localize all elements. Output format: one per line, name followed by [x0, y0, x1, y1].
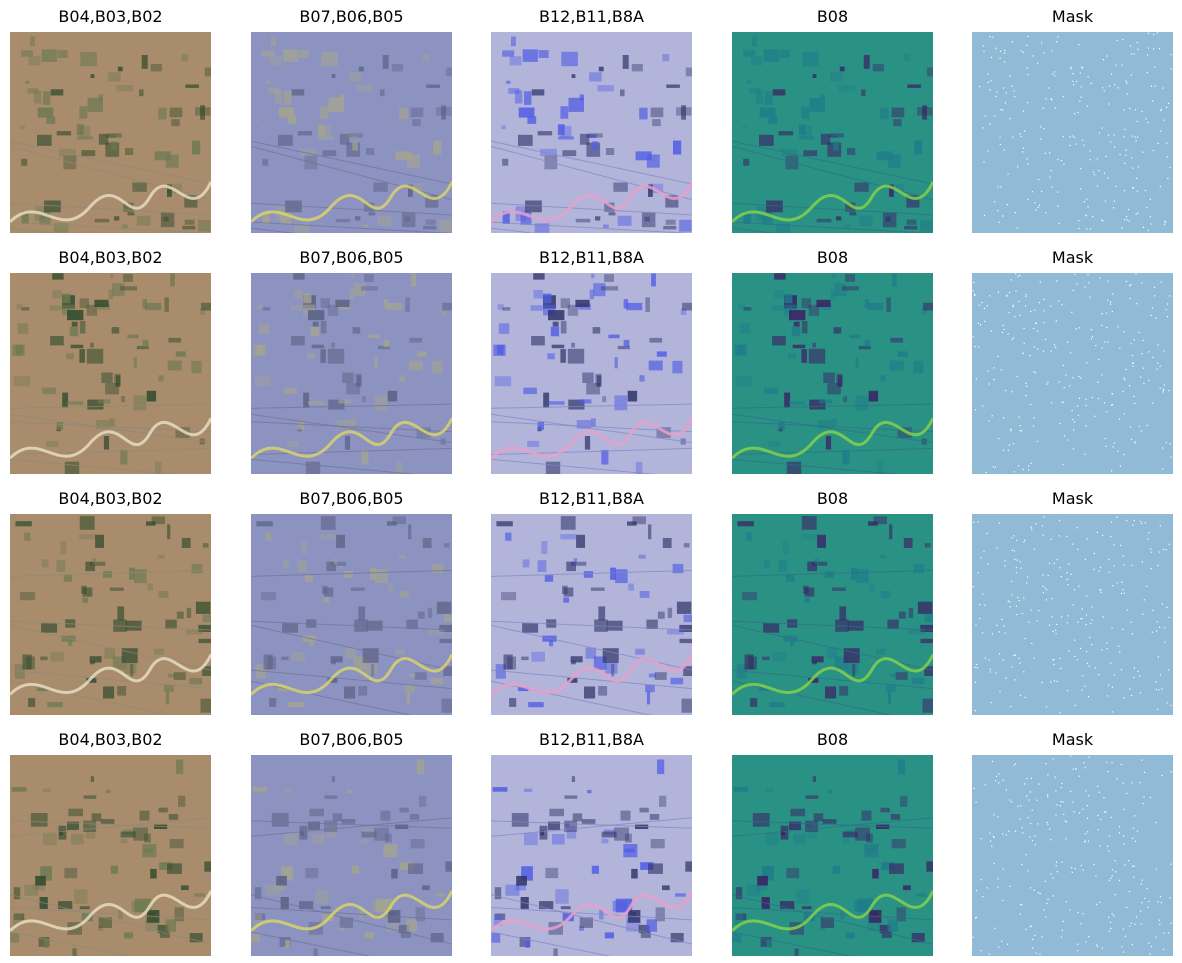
satellite-image-panel: [732, 755, 933, 956]
satellite-image-panel: [10, 514, 211, 715]
panel-title: Mask: [1051, 7, 1094, 26]
satellite-image: [491, 755, 692, 956]
panel-title: B12,B11,B8A: [539, 730, 644, 749]
satellite-image: [732, 514, 933, 715]
panel-title: Mask: [1051, 730, 1094, 749]
panel-title: B04,B03,B02: [58, 489, 163, 508]
panel-title: B08: [816, 248, 849, 267]
satellite-image-panel: [732, 514, 933, 715]
satellite-image-panel: [972, 273, 1173, 474]
satellite-image-panel: [10, 755, 211, 956]
panel-title: B12,B11,B8A: [539, 248, 644, 267]
satellite-image-panel: [10, 273, 211, 474]
satellite-image: [10, 514, 211, 715]
satellite-image: [491, 273, 692, 474]
satellite-image-panel: [491, 755, 692, 956]
panel-title: B04,B03,B02: [58, 248, 163, 267]
satellite-image: [972, 273, 1173, 474]
satellite-image: [491, 514, 692, 715]
satellite-image-panel: [251, 514, 452, 715]
panel-title: B04,B03,B02: [58, 730, 163, 749]
panel-title: B07,B06,B05: [299, 248, 404, 267]
satellite-image-panel: [972, 32, 1173, 233]
satellite-image-panel: [732, 32, 933, 233]
panel-title: Mask: [1051, 248, 1094, 267]
satellite-image-panel: [972, 514, 1173, 715]
satellite-image-panel: [10, 32, 211, 233]
satellite-image: [10, 32, 211, 233]
satellite-image: [251, 273, 452, 474]
satellite-image: [972, 514, 1173, 715]
satellite-image: [251, 514, 452, 715]
panel-title: B08: [816, 489, 849, 508]
satellite-image-panel: [972, 755, 1173, 956]
satellite-image-panel: [251, 273, 452, 474]
panel-title: B07,B06,B05: [299, 489, 404, 508]
satellite-image: [251, 32, 452, 233]
satellite-image-panel: [251, 32, 452, 233]
satellite-image-panel: [491, 32, 692, 233]
satellite-image: [10, 755, 211, 956]
satellite-image: [732, 755, 933, 956]
satellite-image: [251, 755, 452, 956]
satellite-image-panel: [491, 273, 692, 474]
panel-title: B07,B06,B05: [299, 730, 404, 749]
panel-title: B12,B11,B8A: [539, 7, 644, 26]
satellite-image: [10, 273, 211, 474]
satellite-image: [732, 273, 933, 474]
panel-title: B07,B06,B05: [299, 7, 404, 26]
satellite-image: [732, 32, 933, 233]
satellite-image: [491, 32, 692, 233]
satellite-image-panel: [732, 273, 933, 474]
panel-title: B08: [816, 730, 849, 749]
satellite-image-panel: [251, 755, 452, 956]
panel-title: B12,B11,B8A: [539, 489, 644, 508]
panel-title: B04,B03,B02: [58, 7, 163, 26]
panel-title: B08: [816, 7, 849, 26]
panel-title: Mask: [1051, 489, 1094, 508]
satellite-image-panel: [491, 514, 692, 715]
satellite-image: [972, 32, 1173, 233]
satellite-image: [972, 755, 1173, 956]
